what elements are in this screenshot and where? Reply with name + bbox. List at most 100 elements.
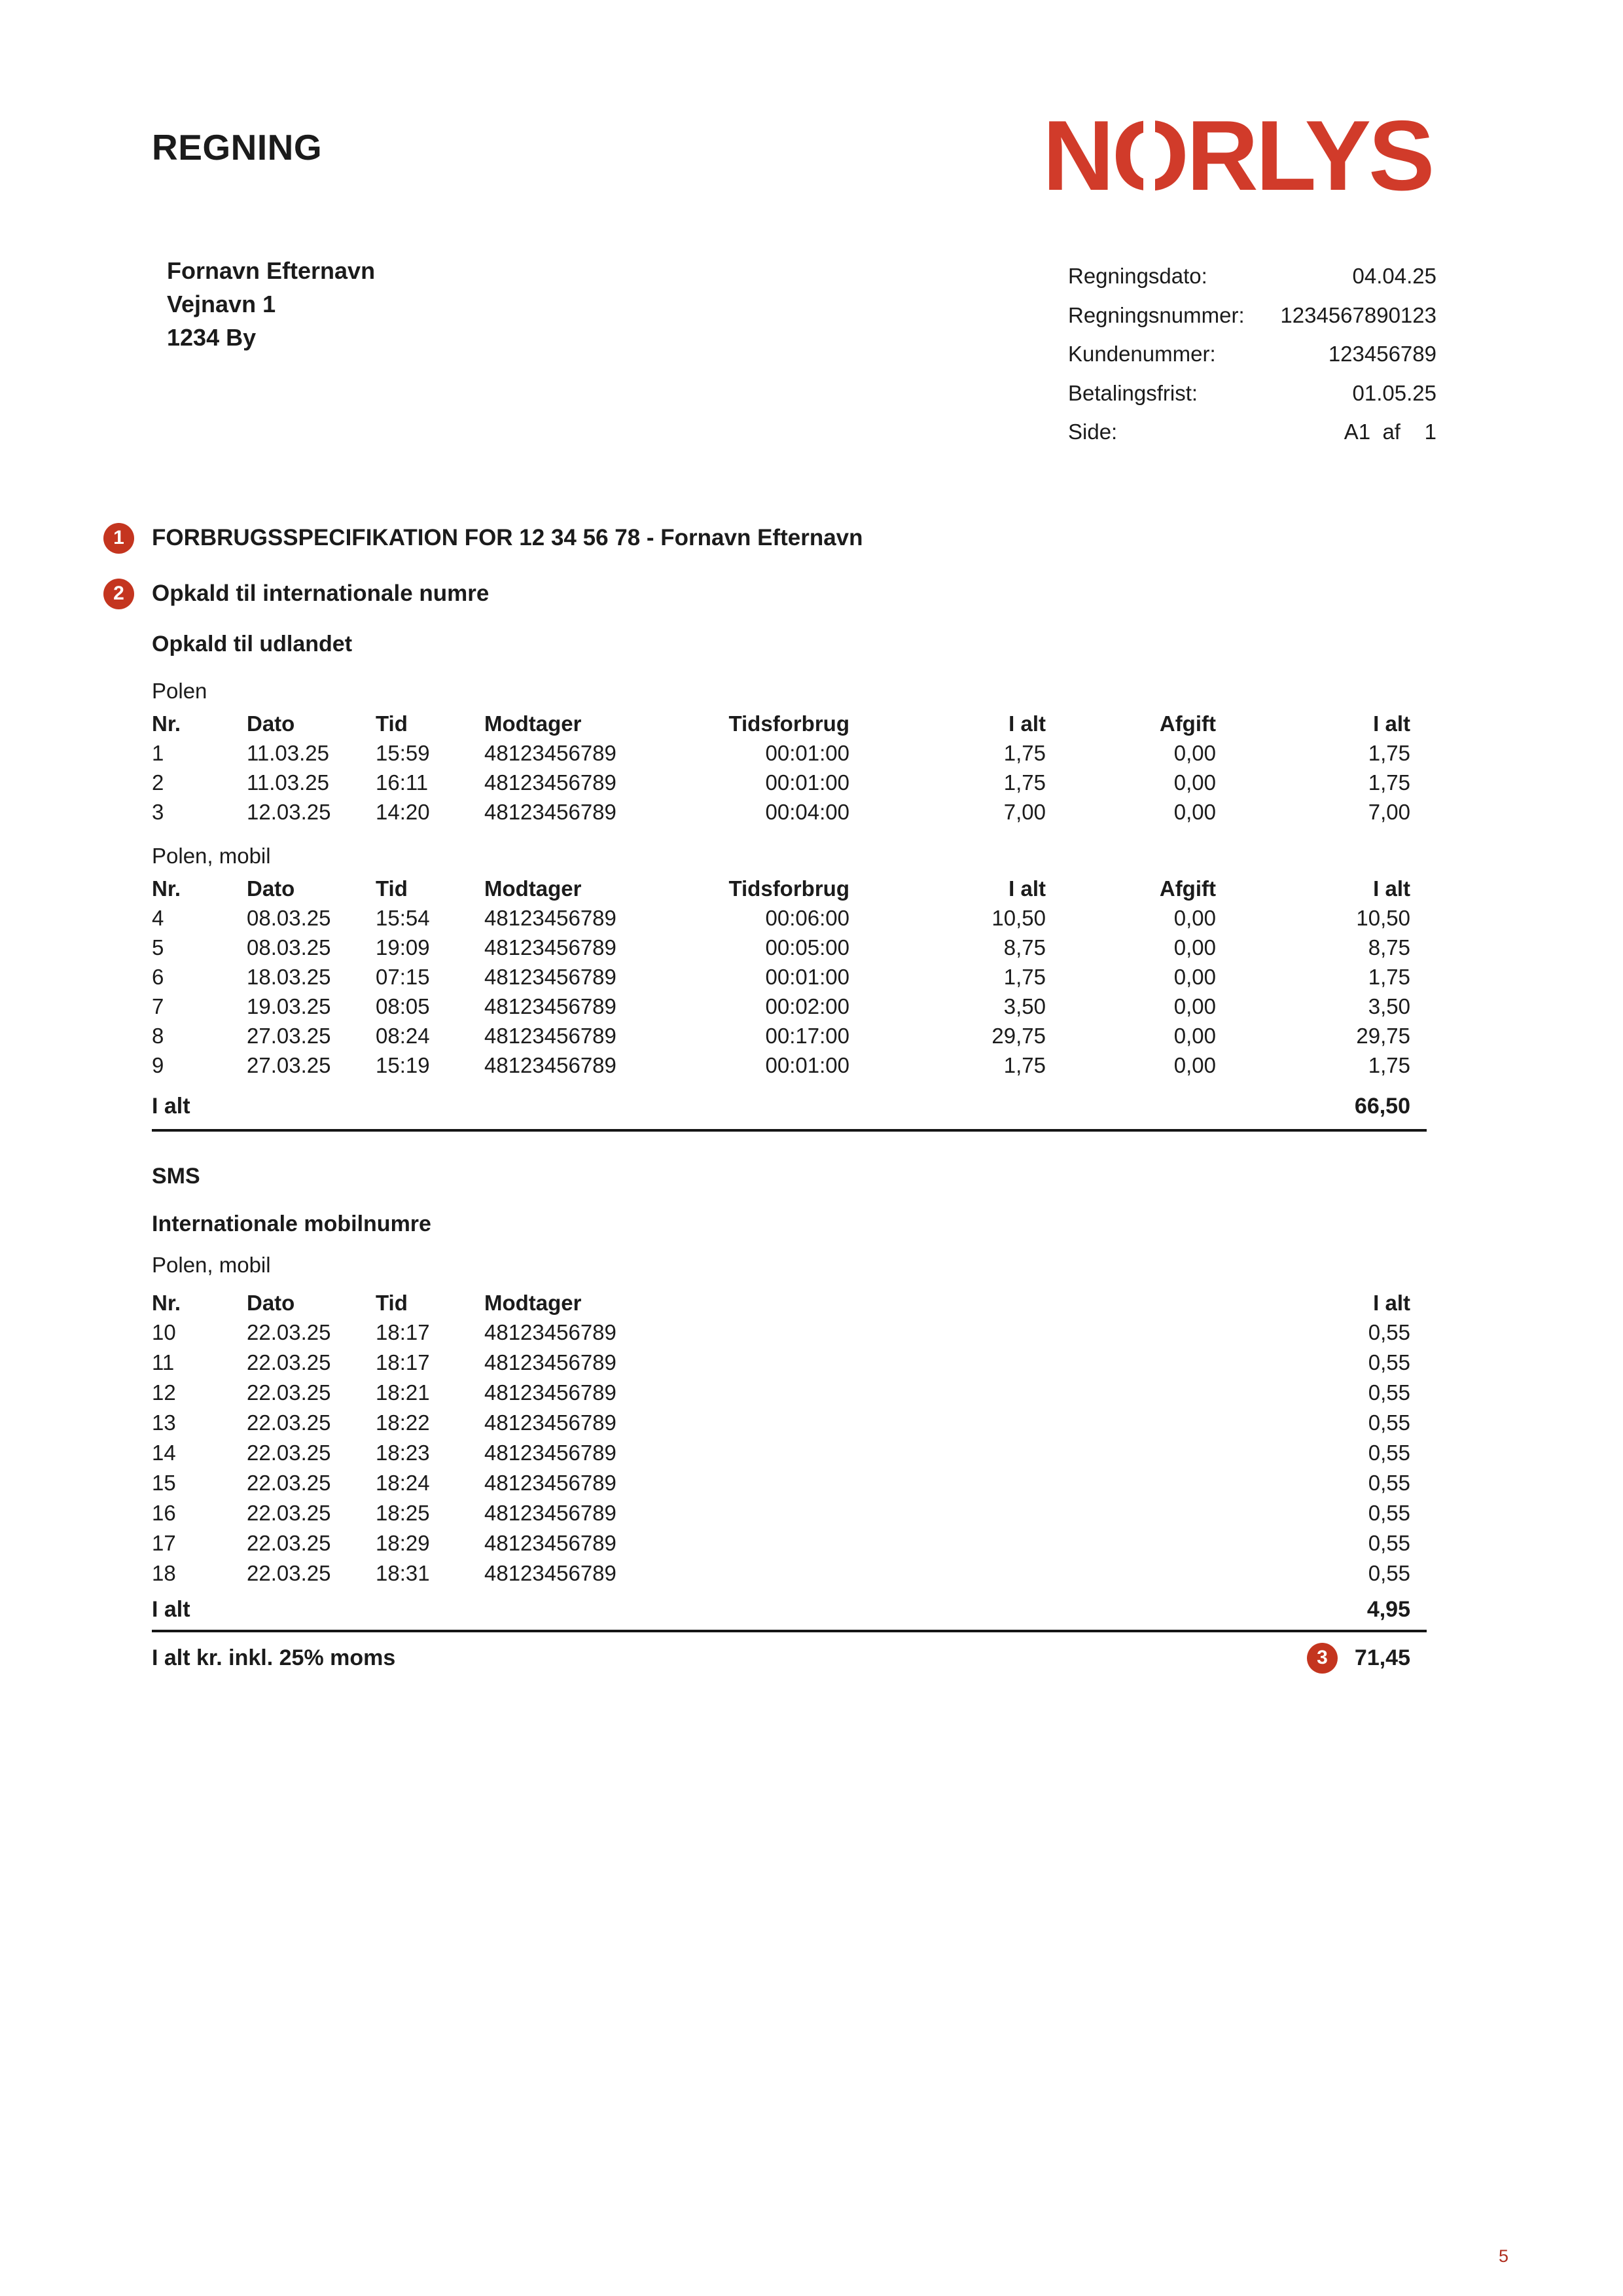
table-row: 3 12.03.25 14:20 48123456789 00:04:00 7,… — [152, 797, 1410, 827]
cell-dato: 18.03.25 — [247, 965, 331, 989]
cell-tid: 07:15 — [376, 965, 430, 989]
cell-tid: 14:20 — [376, 800, 430, 824]
cell-nr: 16 — [152, 1501, 176, 1525]
usage-specification: 1 FORBRUGSSPECIFIKATION FOR 12 34 56 78 … — [103, 522, 1427, 1674]
cell-tidsforbrug: 00:01:00 — [765, 741, 849, 765]
cell-ialt: 29,75 — [991, 1024, 1046, 1048]
cell-ialt: 1,75 — [1003, 965, 1046, 989]
cell-modtager: 48123456789 — [484, 741, 616, 765]
cell-ialt-total: 10,50 — [1356, 906, 1410, 930]
cell-ialt-total: 3,50 — [1368, 994, 1410, 1018]
cell-dato: 22.03.25 — [247, 1501, 331, 1525]
section-divider — [152, 1630, 1427, 1632]
cell-ialt: 0,55 — [1368, 1410, 1410, 1435]
cell-nr: 10 — [152, 1320, 176, 1344]
cell-modtager: 48123456789 — [484, 1380, 616, 1405]
table-row: 17 22.03.25 18:29 48123456789 0,55 — [152, 1528, 1410, 1558]
cell-nr: 3 — [152, 800, 164, 824]
cell-afgift: 0,00 — [1173, 906, 1216, 930]
cell-nr: 8 — [152, 1024, 164, 1048]
cell-nr: 5 — [152, 935, 164, 960]
grand-total-amount: 3 71,45 — [1306, 1642, 1410, 1674]
cell-tidsforbrug: 00:01:00 — [765, 770, 849, 795]
grand-total-row: I alt kr. inkl. 25% moms 3 71,45 — [152, 1641, 1410, 1674]
table-row: 5 08.03.25 19:09 48123456789 00:05:00 8,… — [152, 933, 1410, 962]
cell-afgift: 0,00 — [1173, 800, 1216, 824]
page-title: REGNING — [152, 127, 323, 168]
cell-ialt-total: 29,75 — [1356, 1024, 1410, 1048]
header-cell-nr: Nr. — [152, 711, 181, 736]
meta-row-regningsnummer: Regningsnummer: 1234567890123 — [1068, 296, 1436, 335]
cell-modtager: 48123456789 — [484, 994, 616, 1018]
logo-o-bottom-notch — [1143, 170, 1155, 191]
cell-tid: 18:23 — [376, 1441, 430, 1465]
header-cell-ialt-total: I alt — [1373, 876, 1410, 901]
group-label-polen-mobil-sms: Polen, mobil — [152, 1253, 271, 1277]
cell-nr: 13 — [152, 1410, 176, 1435]
cell-dato: 22.03.25 — [247, 1380, 331, 1405]
cell-dato: 11.03.25 — [247, 741, 330, 765]
table-row: 1 11.03.25 15:59 48123456789 00:01:00 1,… — [152, 738, 1410, 768]
cell-tid: 18:22 — [376, 1410, 430, 1435]
meta-value: 123456789 — [1328, 342, 1436, 366]
cell-modtager: 48123456789 — [484, 1053, 616, 1077]
cell-ialt: 7,00 — [1003, 800, 1046, 824]
cell-tid: 15:54 — [376, 906, 430, 930]
header-cell-dato: Dato — [247, 876, 295, 901]
meta-value: 01.05.25 — [1352, 380, 1436, 405]
cell-tid: 18:17 — [376, 1320, 430, 1344]
cell-ialt: 0,55 — [1368, 1380, 1410, 1405]
meta-label: Side: — [1068, 420, 1118, 444]
cell-ialt: 0,55 — [1368, 1501, 1410, 1525]
cell-ialt: 1,75 — [1003, 770, 1046, 795]
meta-label: Regningsdato: — [1068, 264, 1207, 288]
cell-modtager: 48123456789 — [484, 1410, 616, 1435]
cell-dato: 08.03.25 — [247, 935, 331, 960]
cell-tid: 15:59 — [376, 741, 430, 765]
table-row: 7 19.03.25 08:05 48123456789 00:02:00 3,… — [152, 992, 1410, 1021]
header-cell-tidsforbrug: Tidsforbrug — [728, 711, 849, 736]
cell-nr: 18 — [152, 1561, 176, 1585]
cell-dato: 22.03.25 — [247, 1350, 331, 1374]
table-row: 13 22.03.25 18:22 48123456789 0,55 — [152, 1408, 1410, 1438]
header-cell-nr: Nr. — [152, 876, 181, 901]
header-cell-afgift: Afgift — [1159, 711, 1216, 736]
cell-afgift: 0,00 — [1173, 935, 1216, 960]
cell-modtager: 48123456789 — [484, 1320, 616, 1344]
calls-total-row: I alt 66,50 — [152, 1092, 1410, 1121]
cell-modtager: 48123456789 — [484, 1561, 616, 1585]
cell-modtager: 48123456789 — [484, 1501, 616, 1525]
table-row: 10 22.03.25 18:17 48123456789 0,55 — [152, 1318, 1410, 1348]
cell-tidsforbrug: 00:04:00 — [765, 800, 849, 824]
group-label-polen-mobil: Polen, mobil — [152, 844, 271, 868]
table-row: 18 22.03.25 18:31 48123456789 0,55 — [152, 1558, 1410, 1588]
table-row: 9 27.03.25 15:19 48123456789 00:01:00 1,… — [152, 1050, 1410, 1080]
cell-tid: 15:19 — [376, 1053, 430, 1077]
cell-dato: 22.03.25 — [247, 1561, 331, 1585]
cell-modtager: 48123456789 — [484, 1350, 616, 1374]
table-header-row: Nr. Dato Tid Modtager Tidsforbrug I alt … — [152, 874, 1410, 903]
meta-row-betalingsfrist: Betalingsfrist: 01.05.25 — [1068, 374, 1436, 413]
table-row: 4 08.03.25 15:54 48123456789 00:06:00 10… — [152, 903, 1410, 933]
sms-title: SMS — [152, 1164, 200, 1189]
cell-ialt: 0,55 — [1368, 1531, 1410, 1555]
cell-modtager: 48123456789 — [484, 1024, 616, 1048]
header-cell-ialt: I alt — [1008, 711, 1046, 736]
logo-letter-o-split: O — [1111, 100, 1189, 211]
table-row: 15 22.03.25 18:24 48123456789 0,55 — [152, 1468, 1410, 1498]
cell-ialt: 0,55 — [1368, 1320, 1410, 1344]
cell-dato: 27.03.25 — [247, 1053, 331, 1077]
cell-dato: 22.03.25 — [247, 1471, 331, 1495]
table-row: 6 18.03.25 07:15 48123456789 00:01:00 1,… — [152, 962, 1410, 992]
cell-nr: 7 — [152, 994, 164, 1018]
sms-table-header-row: Nr. Dato Tid Modtager I alt — [152, 1288, 1410, 1318]
cell-afgift: 0,00 — [1173, 741, 1216, 765]
logo-letters-rlys: RLYS — [1186, 100, 1435, 211]
header-cell-tid: Tid — [376, 1291, 408, 1315]
group-label-polen: Polen — [152, 679, 207, 703]
cell-tidsforbrug: 00:05:00 — [765, 935, 849, 960]
cell-ialt: 0,55 — [1368, 1441, 1410, 1465]
cell-dato: 22.03.25 — [247, 1320, 331, 1344]
section-divider — [152, 1129, 1427, 1132]
